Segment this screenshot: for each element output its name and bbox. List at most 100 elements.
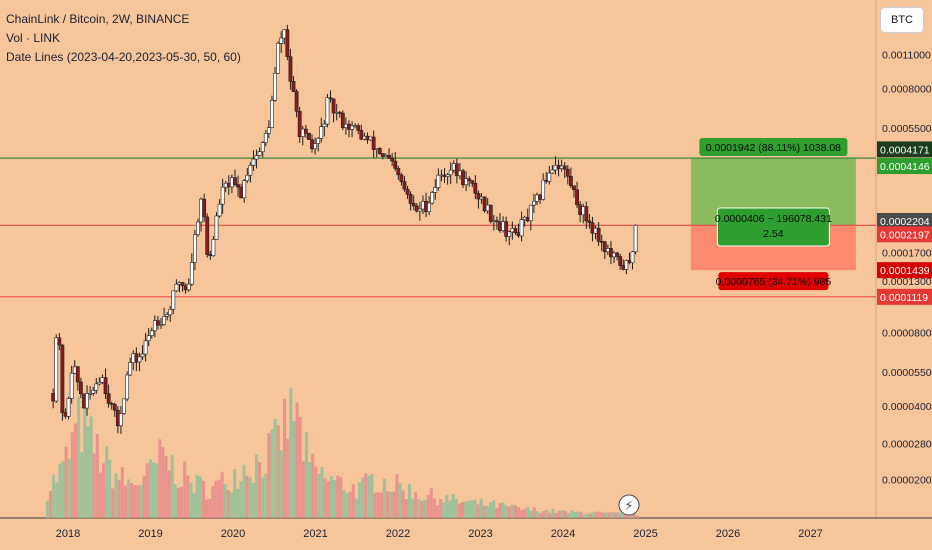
candle [328, 97, 333, 100]
volume-bar [248, 477, 252, 518]
volume-bar [523, 508, 527, 518]
volume-bar [86, 426, 90, 518]
candle [374, 148, 379, 150]
candle [396, 168, 401, 176]
candle [137, 356, 142, 363]
x-tick-label: 2024 [551, 528, 575, 540]
volume-bar [473, 499, 477, 518]
candle [344, 123, 348, 128]
volume-bar [161, 447, 165, 518]
volume-bar [398, 483, 402, 518]
candle [390, 157, 395, 162]
date-lines-indicator-label[interactable]: Date Lines (2023-04-20,2023-05-30, 50, 6… [6, 50, 241, 64]
currency-button[interactable]: BTC [880, 7, 924, 33]
candle [504, 221, 509, 237]
candle [69, 372, 74, 399]
volume-bar [314, 466, 318, 518]
stop-label: 0.0000765 (34.71%) 985 [716, 276, 832, 288]
volume-bar [208, 498, 212, 518]
center-label-box [716, 207, 830, 247]
volume-bar [507, 506, 511, 518]
volume-bar [429, 488, 433, 518]
volume-bar [342, 489, 346, 518]
candle [424, 201, 428, 212]
volume-bar [629, 515, 633, 518]
candle [242, 180, 247, 199]
candle [399, 174, 404, 182]
volume-bar [205, 499, 209, 518]
volume-bar [535, 511, 539, 518]
price-scale-label-bg [877, 262, 932, 279]
volume-bar [492, 500, 496, 518]
candle [405, 188, 410, 195]
candle [510, 228, 515, 233]
volume-bar [48, 490, 52, 518]
candle [421, 201, 425, 210]
symbol-title[interactable]: ChainLink / Bitcoin, 2W, BINANCE [6, 12, 190, 26]
volume-bar [254, 454, 258, 518]
target-label-box [699, 138, 848, 157]
candle [288, 56, 293, 82]
candle [331, 98, 336, 114]
volume-bar [83, 401, 87, 518]
volume-bar [176, 487, 180, 518]
y-tick-label: 0.0000280 [882, 439, 932, 451]
candle [245, 174, 250, 182]
candle [445, 174, 450, 177]
candle [593, 227, 598, 234]
candle [454, 163, 459, 177]
candle [384, 155, 388, 157]
candle [581, 206, 586, 216]
candle [233, 177, 237, 185]
volume-bar [326, 481, 330, 518]
candle [365, 135, 370, 141]
candle [448, 169, 453, 176]
volume-bar [567, 512, 571, 518]
candle [590, 222, 595, 234]
volume-bar [482, 505, 486, 518]
candle [488, 204, 493, 222]
volume-bar [532, 507, 536, 518]
y-tick-label: 0.0011000 [882, 50, 931, 62]
volume-bar [404, 499, 408, 518]
candle [411, 203, 416, 207]
candle [633, 224, 638, 253]
volume-indicator-label[interactable]: Vol · LINK [6, 31, 61, 45]
price-scale-label-bg [877, 226, 932, 243]
candle [319, 126, 324, 139]
y-tick-label: 0.0008000 [882, 83, 932, 95]
price-scale-label: 0.0001439 [880, 265, 930, 277]
candle [482, 196, 487, 212]
volume-bar [298, 416, 302, 518]
candle [565, 168, 570, 177]
volume-bar [464, 501, 468, 518]
candle [226, 182, 231, 188]
candle [562, 165, 567, 170]
candle [266, 127, 271, 134]
volume-bar [270, 429, 274, 518]
candle [146, 335, 151, 342]
volume-bar [557, 510, 561, 518]
volume-bar [351, 484, 355, 518]
candle [119, 413, 123, 427]
volume-bar [454, 498, 458, 518]
candle [547, 172, 552, 182]
volume-bar [105, 446, 109, 518]
volume-bar [308, 462, 312, 518]
volume-bar [111, 488, 115, 518]
candle [602, 241, 607, 253]
volume-bar [470, 500, 474, 518]
price-scale [876, 0, 932, 518]
volume-bar [389, 491, 393, 518]
candle [347, 123, 351, 130]
candle [340, 112, 345, 128]
volume-bar [345, 493, 349, 518]
volume-bar [301, 461, 305, 518]
candle [103, 377, 108, 394]
volume-bar [592, 512, 596, 518]
y-tick-label: 0.0000550 [882, 367, 932, 379]
volume-bar [329, 475, 333, 518]
volume-bar [439, 499, 443, 518]
candle [485, 204, 490, 212]
